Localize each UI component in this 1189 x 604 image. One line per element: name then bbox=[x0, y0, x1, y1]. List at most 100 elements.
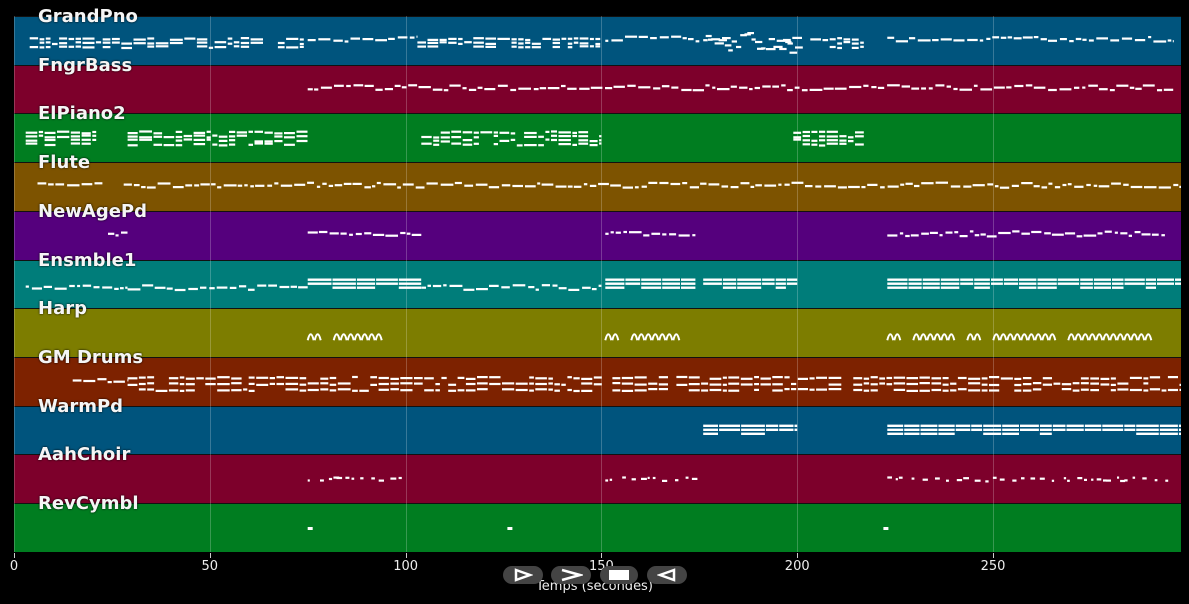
note bbox=[59, 37, 68, 40]
note bbox=[784, 376, 790, 379]
note bbox=[822, 39, 829, 42]
note bbox=[1080, 286, 1093, 289]
note bbox=[332, 286, 356, 289]
note bbox=[904, 432, 920, 435]
note bbox=[449, 284, 463, 287]
note bbox=[819, 130, 826, 133]
note bbox=[1178, 424, 1181, 427]
note bbox=[163, 136, 175, 139]
note bbox=[237, 184, 243, 187]
note-arc bbox=[1088, 333, 1097, 341]
play-button[interactable] bbox=[503, 566, 543, 584]
note bbox=[1110, 377, 1116, 380]
track-label: ElPiano2 bbox=[38, 103, 126, 125]
note bbox=[676, 383, 688, 386]
note bbox=[567, 37, 573, 40]
note bbox=[214, 41, 227, 44]
note bbox=[719, 424, 741, 427]
note bbox=[572, 134, 577, 138]
rewind-button[interactable] bbox=[647, 566, 687, 584]
note bbox=[401, 86, 407, 89]
note bbox=[485, 42, 496, 45]
note bbox=[974, 286, 990, 289]
note bbox=[70, 131, 80, 134]
note bbox=[1002, 424, 1019, 427]
note bbox=[193, 143, 206, 146]
note bbox=[599, 139, 602, 142]
note bbox=[766, 48, 776, 51]
note bbox=[787, 42, 793, 45]
note bbox=[1124, 479, 1128, 482]
note bbox=[900, 183, 905, 186]
note bbox=[120, 287, 124, 290]
note bbox=[955, 424, 971, 427]
note bbox=[1063, 477, 1067, 480]
note bbox=[223, 184, 237, 187]
note bbox=[499, 131, 510, 134]
note bbox=[200, 286, 207, 289]
note-arc bbox=[947, 333, 956, 341]
note bbox=[826, 142, 838, 145]
note bbox=[518, 38, 524, 41]
note bbox=[1098, 185, 1110, 188]
note bbox=[682, 37, 687, 40]
note bbox=[294, 183, 306, 186]
note bbox=[870, 389, 878, 392]
stop-button[interactable] bbox=[600, 566, 638, 584]
note bbox=[1053, 382, 1061, 385]
note bbox=[1124, 282, 1145, 285]
note bbox=[206, 136, 211, 139]
note bbox=[1066, 424, 1084, 427]
note bbox=[502, 382, 515, 385]
note bbox=[695, 40, 700, 43]
note bbox=[750, 185, 755, 188]
note bbox=[612, 377, 621, 380]
note bbox=[957, 388, 967, 391]
note bbox=[1098, 88, 1108, 91]
note bbox=[1143, 382, 1149, 385]
note bbox=[1006, 86, 1012, 89]
note bbox=[168, 377, 179, 380]
note bbox=[1037, 282, 1057, 285]
note bbox=[81, 132, 91, 135]
note bbox=[558, 143, 571, 146]
note bbox=[863, 84, 869, 87]
note bbox=[843, 41, 851, 44]
note bbox=[451, 130, 462, 133]
note bbox=[400, 389, 413, 392]
note bbox=[206, 138, 211, 141]
note bbox=[518, 42, 524, 45]
note bbox=[1052, 424, 1066, 427]
note bbox=[552, 45, 560, 49]
note bbox=[691, 477, 698, 480]
note bbox=[113, 380, 125, 383]
note bbox=[1145, 278, 1156, 281]
note bbox=[946, 479, 949, 482]
note bbox=[153, 143, 163, 146]
note bbox=[1067, 183, 1072, 186]
note bbox=[1159, 428, 1178, 431]
note bbox=[552, 41, 560, 45]
note bbox=[573, 377, 580, 380]
note bbox=[815, 185, 822, 188]
note bbox=[670, 182, 681, 186]
note bbox=[1159, 424, 1178, 427]
note bbox=[248, 288, 255, 291]
note bbox=[285, 382, 299, 385]
note bbox=[77, 284, 81, 288]
forward-button[interactable] bbox=[551, 566, 591, 584]
note bbox=[956, 479, 963, 482]
note bbox=[731, 40, 737, 43]
note bbox=[314, 88, 319, 91]
note bbox=[755, 184, 762, 187]
note bbox=[991, 282, 1003, 285]
note bbox=[307, 479, 310, 482]
note bbox=[1136, 432, 1159, 435]
note bbox=[971, 428, 983, 431]
note bbox=[356, 282, 376, 285]
note bbox=[535, 288, 539, 291]
note bbox=[147, 382, 155, 385]
x-tick bbox=[14, 553, 15, 558]
note bbox=[45, 41, 51, 44]
note bbox=[477, 388, 488, 391]
